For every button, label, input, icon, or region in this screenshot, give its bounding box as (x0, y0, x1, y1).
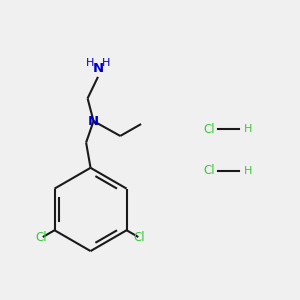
Text: H: H (244, 124, 252, 134)
Text: H: H (244, 166, 252, 176)
Text: Cl: Cl (134, 231, 145, 244)
Text: Cl: Cl (204, 123, 215, 136)
Text: H: H (85, 58, 94, 68)
Text: H: H (102, 58, 110, 68)
Text: Cl: Cl (36, 231, 47, 244)
Text: N: N (88, 115, 99, 128)
Text: N: N (92, 62, 104, 75)
Text: Cl: Cl (204, 164, 215, 177)
